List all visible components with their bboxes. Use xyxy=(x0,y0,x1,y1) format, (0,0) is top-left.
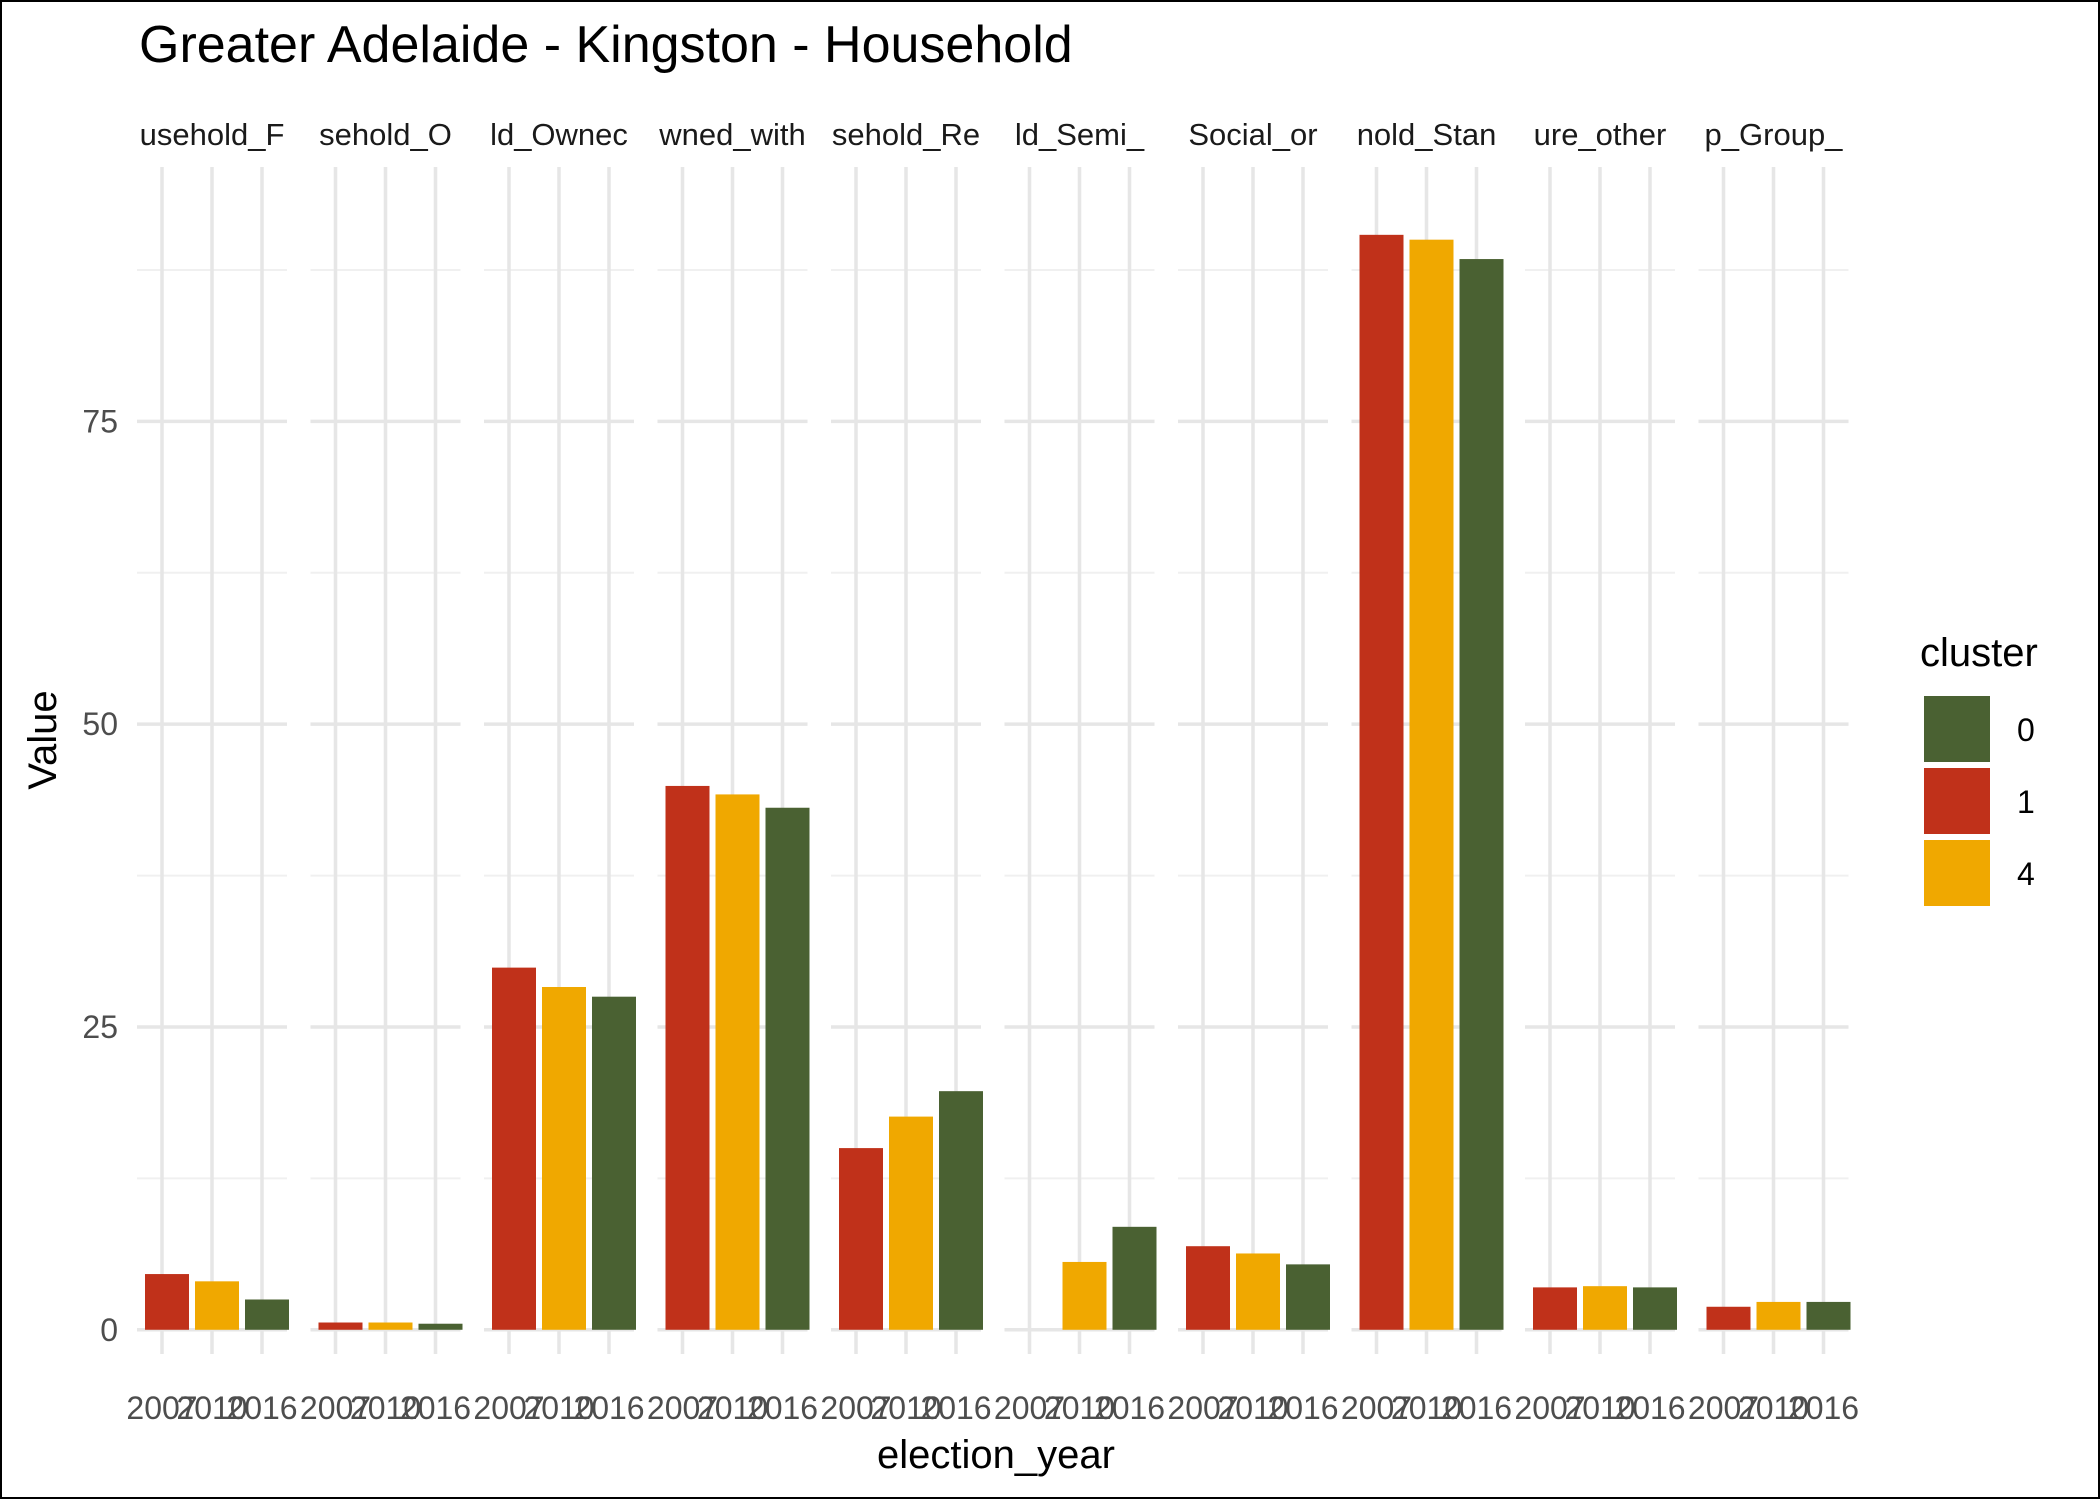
bar xyxy=(715,794,760,1330)
legend: cluster 0 1 4 xyxy=(1920,631,2038,906)
y-axis-title: Value xyxy=(21,690,65,789)
x-tick-label: 2007 xyxy=(994,1390,1065,1426)
bar xyxy=(542,986,586,1330)
x-tick-label: 2007 xyxy=(1341,1390,1412,1426)
bar xyxy=(492,967,536,1330)
x-axis-title: election_year xyxy=(877,1433,1115,1477)
bar xyxy=(839,1148,883,1330)
bar xyxy=(1286,1264,1330,1330)
y-tick-label: 50 xyxy=(82,706,118,742)
x-tick-label: 2010 xyxy=(1564,1390,1635,1426)
x-tick-label: 2010 xyxy=(697,1390,768,1426)
x-tick-label: 2016 xyxy=(747,1390,818,1426)
bar xyxy=(195,1281,239,1330)
bar xyxy=(1062,1261,1107,1330)
legend-label: 4 xyxy=(2017,856,2035,892)
bar xyxy=(765,807,810,1330)
x-tick-label: 2007 xyxy=(300,1390,371,1426)
x-tick-label: 2010 xyxy=(1217,1390,1288,1426)
facet-strip-label: sehold_Re xyxy=(832,117,980,152)
facet-strip-label: wned_with xyxy=(658,117,805,152)
bar xyxy=(1706,1306,1751,1330)
bar xyxy=(245,1299,289,1330)
y-tick-label: 0 xyxy=(100,1312,118,1348)
bar xyxy=(1583,1286,1627,1330)
x-tick-label: 2007 xyxy=(1514,1390,1585,1426)
x-tick-label: 2010 xyxy=(350,1390,421,1426)
x-tick-label: 2010 xyxy=(176,1390,247,1426)
bar xyxy=(1186,1246,1230,1330)
bar xyxy=(318,1322,363,1330)
legend-key xyxy=(1924,696,1990,762)
y-tick-label: 25 xyxy=(82,1009,118,1045)
x-tick-label: 2016 xyxy=(1441,1390,1512,1426)
x-tick-label: 2016 xyxy=(1614,1390,1685,1426)
chart-title: Greater Adelaide - Kingston - Household xyxy=(139,16,1073,74)
facet-strip-label: p_Group_ xyxy=(1705,117,1844,152)
legend-title: cluster xyxy=(1920,631,2038,675)
bar xyxy=(1806,1301,1851,1330)
x-tick-label: 2010 xyxy=(870,1390,941,1426)
bar xyxy=(145,1274,189,1330)
facet-strip-label: Social_or xyxy=(1188,117,1317,152)
x-tick-label: 2007 xyxy=(1167,1390,1238,1426)
bar xyxy=(1236,1253,1280,1330)
legend-label: 1 xyxy=(2017,784,2035,820)
x-tick-label: 2016 xyxy=(1267,1390,1338,1426)
x-tick-label: 2016 xyxy=(573,1390,644,1426)
bar xyxy=(1409,239,1454,1330)
x-tick-label: 2016 xyxy=(1094,1390,1165,1426)
bar xyxy=(939,1091,983,1330)
y-tick-label: 75 xyxy=(82,403,118,439)
bar xyxy=(418,1323,463,1330)
x-tick-label: 2010 xyxy=(523,1390,594,1426)
x-tick-label: 2016 xyxy=(400,1390,471,1426)
bar xyxy=(1756,1301,1801,1330)
facet-strip-label: ld_Semi_ xyxy=(1015,117,1145,152)
facet-strip-label: usehold_F xyxy=(140,117,285,152)
x-tick-label: 2007 xyxy=(820,1390,891,1426)
legend-key xyxy=(1924,840,1990,906)
x-tick-label: 2007 xyxy=(647,1390,718,1426)
facet-panels: usehold_F200720102016sehold_O20072010201… xyxy=(126,117,1859,1426)
facet-strip-label: ld_Ownec xyxy=(490,117,628,152)
x-tick-label: 2010 xyxy=(1738,1390,1809,1426)
y-axis: 0 25 50 75 xyxy=(82,403,118,1347)
x-tick-label: 2016 xyxy=(920,1390,991,1426)
x-tick-label: 2007 xyxy=(473,1390,544,1426)
facet-strip-label: ure_other xyxy=(1534,117,1667,152)
bar xyxy=(1359,234,1404,1330)
x-tick-label: 2016 xyxy=(1788,1390,1859,1426)
facet-strip-label: nold_Stan xyxy=(1357,117,1497,152)
bar xyxy=(889,1116,933,1330)
x-tick-label: 2010 xyxy=(1044,1390,1115,1426)
bar xyxy=(665,785,710,1330)
bar xyxy=(1533,1287,1577,1330)
x-tick-label: 2007 xyxy=(126,1390,197,1426)
bar xyxy=(592,996,636,1330)
bar xyxy=(368,1322,413,1330)
facet-strip-label: sehold_O xyxy=(319,117,452,152)
legend-key xyxy=(1924,768,1990,834)
bar xyxy=(1633,1287,1677,1330)
x-tick-label: 2010 xyxy=(1391,1390,1462,1426)
x-tick-label: 2016 xyxy=(226,1390,297,1426)
x-tick-label: 2007 xyxy=(1688,1390,1759,1426)
bar xyxy=(1459,259,1504,1330)
legend-label: 0 xyxy=(2017,712,2035,748)
bar xyxy=(1112,1226,1157,1330)
